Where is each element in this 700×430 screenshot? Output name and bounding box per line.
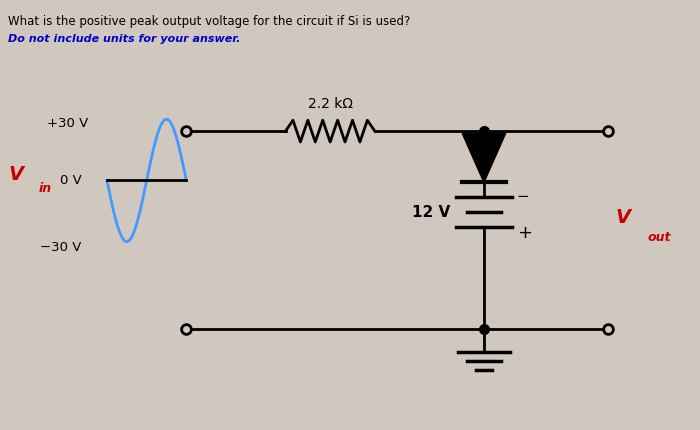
Text: +30 V: +30 V [48,117,89,130]
Text: 12 V: 12 V [412,205,451,220]
Text: out: out [648,231,671,244]
Text: Do not include units for your answer.: Do not include units for your answer. [8,34,240,44]
Text: 0 V: 0 V [60,174,82,187]
Text: in: in [38,182,52,195]
Text: −: − [517,189,529,204]
Text: +: + [517,224,532,242]
Text: −30 V: −30 V [41,241,82,254]
Polygon shape [462,133,506,182]
Text: What is the positive peak output voltage for the circuit if Si is used?: What is the positive peak output voltage… [8,15,410,28]
Text: V: V [8,165,24,184]
Text: V: V [616,209,631,227]
Text: 2.2 kΩ: 2.2 kΩ [308,97,353,111]
